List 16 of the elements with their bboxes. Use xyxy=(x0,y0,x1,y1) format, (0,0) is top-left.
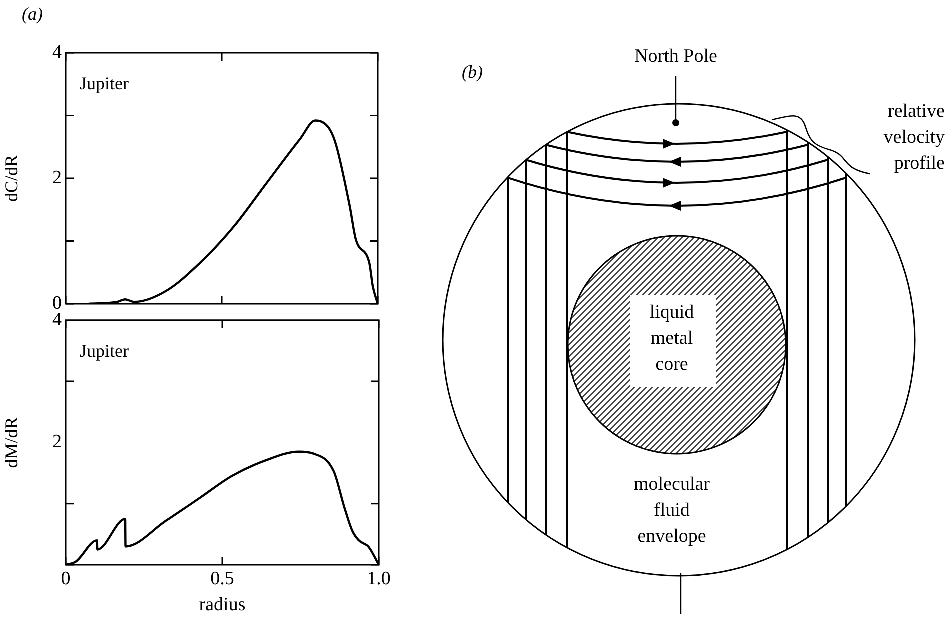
chart-title: (a) xyxy=(22,4,43,25)
text: molecular fluid envelope xyxy=(633,473,711,549)
y-tick-label: 4 xyxy=(52,42,62,63)
annotation: Jupiter xyxy=(80,341,129,362)
x-axis-title: radius xyxy=(199,594,246,616)
text: relative velocity profile xyxy=(882,100,945,176)
y-tick-label: 2 xyxy=(52,167,62,188)
text: liquid metal core xyxy=(648,301,696,377)
x-tick-label: 1.0 xyxy=(367,568,391,590)
y-tick-label: 2 xyxy=(52,432,62,453)
text: (b) xyxy=(462,62,483,83)
text: North Pole xyxy=(634,45,718,69)
x-tick-label: 0.5 xyxy=(210,568,234,590)
annotation: Jupiter xyxy=(80,74,129,94)
y-axis-title: dC/dR xyxy=(2,154,22,202)
y-axis-title: dM/dR xyxy=(2,417,22,468)
